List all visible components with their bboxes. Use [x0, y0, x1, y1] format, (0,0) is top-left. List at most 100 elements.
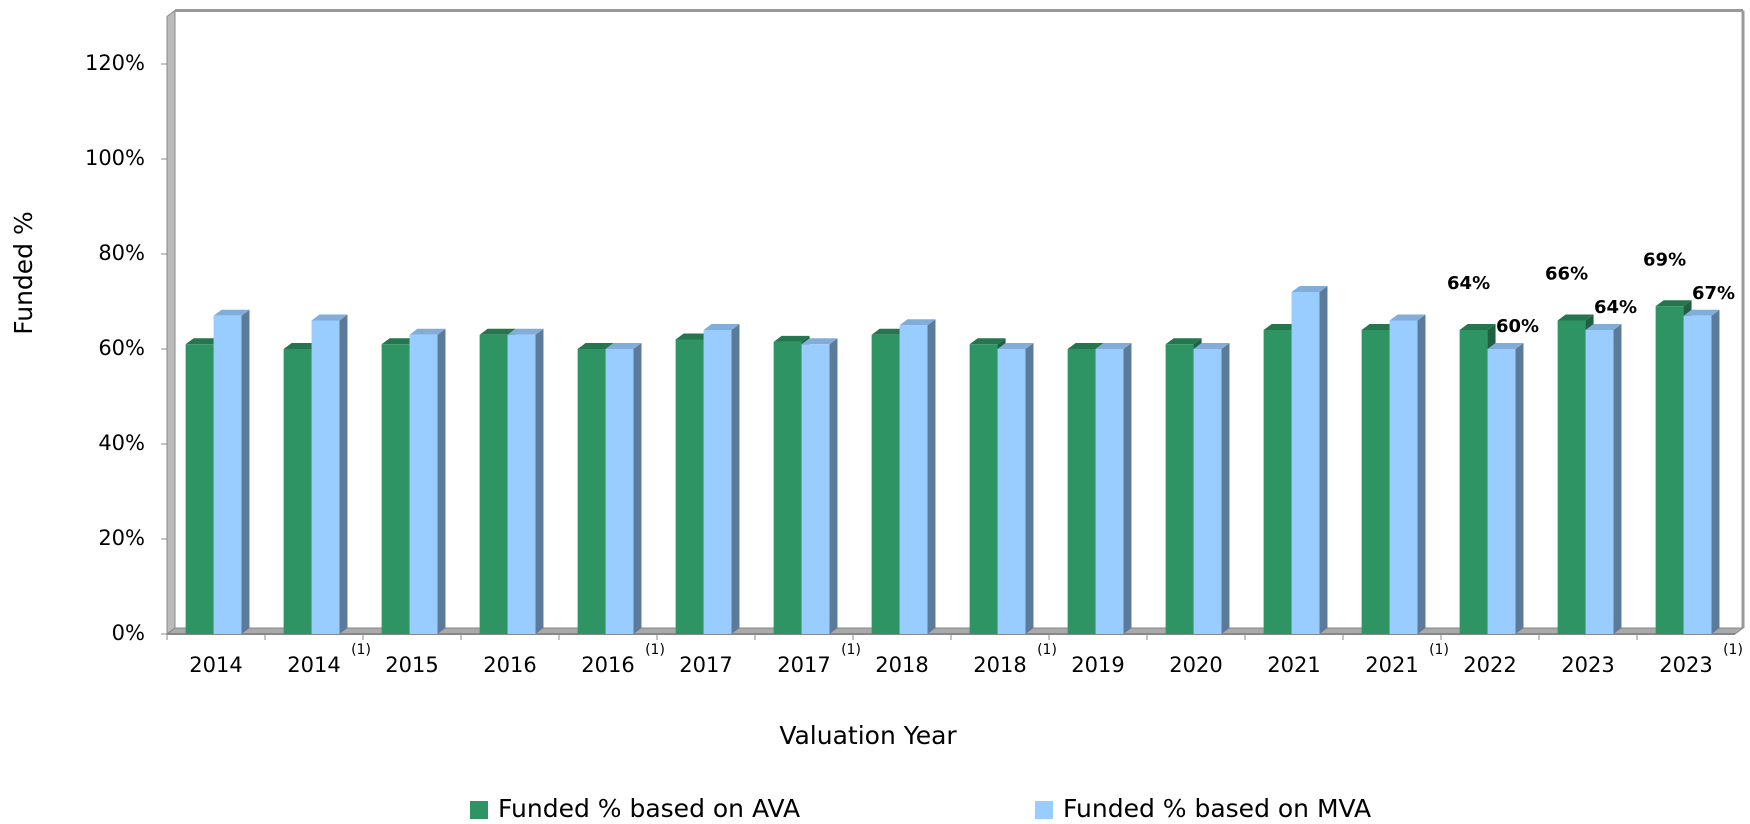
- bar-face: [535, 328, 544, 634]
- y-axis-title: Funded %: [9, 211, 38, 335]
- bar-face: [1193, 349, 1222, 634]
- bar: [1683, 309, 1720, 634]
- x-tick-label: 2019: [1071, 653, 1124, 677]
- x-tick-note: (1): [841, 642, 861, 658]
- x-tick-label: 2015: [385, 653, 438, 677]
- bar-face: [605, 349, 634, 634]
- x-tick-label: 2016: [581, 653, 634, 677]
- bar-face: [1291, 292, 1320, 634]
- x-tick-label: 2017: [679, 653, 732, 677]
- bar-face: [381, 344, 410, 634]
- back-wall: [166, 9, 176, 635]
- bar-face: [801, 344, 830, 634]
- bar-face: [829, 338, 838, 634]
- bar-face: [1459, 324, 1496, 330]
- bar-face: [675, 339, 704, 634]
- bar-face: [1361, 324, 1398, 330]
- bar-face: [1291, 286, 1328, 292]
- bar-face: [997, 343, 1034, 349]
- bar-face: [871, 334, 900, 634]
- bar-face: [507, 328, 544, 335]
- bar-face: [1193, 343, 1230, 349]
- data-label: 69%: [1643, 249, 1686, 270]
- y-tick-label: 80%: [98, 241, 145, 265]
- bar-face: [1683, 309, 1720, 316]
- bar-face: [1123, 343, 1132, 634]
- x-tick-label: 2023: [1659, 653, 1712, 677]
- y-tick-label: 100%: [85, 146, 145, 170]
- x-tick-label: 2020: [1169, 653, 1222, 677]
- bar-face: [871, 328, 908, 335]
- bar-face: [1263, 330, 1292, 634]
- bar-face: [1487, 343, 1524, 349]
- bar-face: [1711, 309, 1720, 634]
- bar-face: [1165, 344, 1194, 634]
- bar: [1291, 286, 1328, 634]
- bar-face: [997, 349, 1026, 634]
- bar-face: [1025, 343, 1034, 634]
- bar-face: [605, 343, 642, 349]
- bar: [605, 343, 642, 634]
- bar-face: [1655, 306, 1684, 634]
- data-label: 60%: [1496, 316, 1539, 337]
- bar-face: [801, 338, 838, 345]
- bar: [507, 328, 544, 634]
- bar-face: [1165, 338, 1202, 345]
- bar-face: [969, 338, 1006, 345]
- bar: [311, 314, 348, 634]
- bar: [1389, 314, 1426, 634]
- x-tick-label: 2016: [483, 653, 536, 677]
- bar-face: [283, 349, 312, 634]
- bar-face: [1319, 286, 1328, 634]
- x-axis-title: Valuation Year: [779, 721, 957, 750]
- bar-face: [1361, 330, 1390, 634]
- x-tick-label: 2018: [973, 653, 1026, 677]
- bar-face: [773, 341, 802, 634]
- bar-face: [1459, 330, 1488, 634]
- bar-face: [1613, 324, 1622, 634]
- bar-face: [703, 330, 732, 634]
- y-tick-label: 60%: [98, 336, 145, 360]
- bar-face: [311, 314, 348, 321]
- y-tick-label: 0%: [112, 621, 145, 645]
- data-label: 64%: [1594, 297, 1637, 318]
- bar-face: [241, 309, 250, 634]
- bar: [1487, 343, 1524, 634]
- bar-face: [1557, 314, 1594, 321]
- bar-face: [1095, 343, 1132, 349]
- bar-face: [185, 344, 214, 634]
- bar: [703, 324, 740, 634]
- x-tick-label: 2014: [189, 653, 242, 677]
- bar-face: [675, 333, 712, 340]
- bar-face: [773, 335, 810, 342]
- bar: [801, 338, 838, 634]
- bar-face: [479, 328, 516, 335]
- bar-face: [1221, 343, 1230, 634]
- bar-face: [1557, 320, 1586, 634]
- x-tick-note: (1): [1723, 642, 1743, 658]
- y-tick-label: 120%: [85, 51, 145, 75]
- x-tick-label: 2021: [1267, 653, 1320, 677]
- legend-label: Funded % based on AVA: [498, 794, 800, 823]
- y-tick-label: 40%: [98, 431, 145, 455]
- x-tick-label: 2022: [1463, 653, 1516, 677]
- x-tick-label: 2017: [777, 653, 830, 677]
- bar-face: [1095, 349, 1124, 634]
- data-label: 67%: [1692, 283, 1735, 304]
- x-tick-label: 2014: [287, 653, 340, 677]
- bar-face: [1417, 314, 1426, 634]
- bar: [409, 328, 446, 634]
- bar-face: [1515, 343, 1524, 634]
- bar: [997, 343, 1034, 634]
- bar-face: [381, 338, 418, 345]
- bar-face: [507, 334, 536, 634]
- x-tick-label: 2021: [1365, 653, 1418, 677]
- x-tick-note: (1): [1037, 642, 1057, 658]
- bar-face: [969, 344, 998, 634]
- bar: [1193, 343, 1230, 634]
- bar-face: [1655, 300, 1692, 307]
- bar: [899, 319, 936, 634]
- x-tick-note: (1): [351, 642, 371, 658]
- bar-face: [731, 324, 740, 634]
- bar-face: [1487, 349, 1516, 634]
